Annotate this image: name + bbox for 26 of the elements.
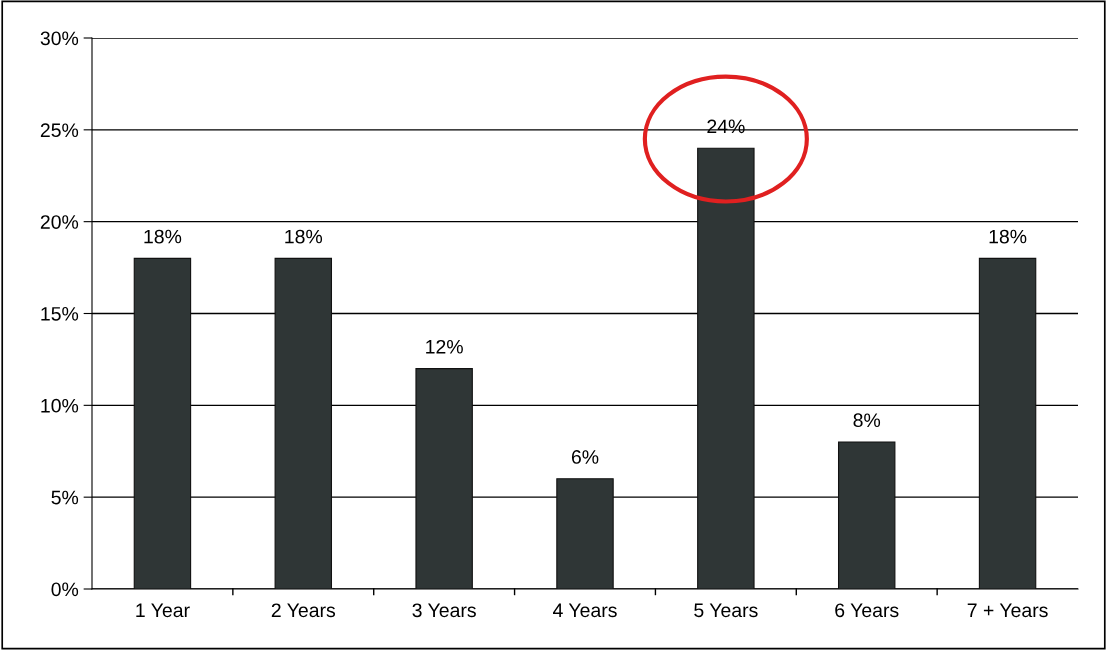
data-label: 18% [144, 229, 182, 244]
x-tick-label: 5 Years [694, 603, 758, 618]
data-label: 12% [426, 339, 463, 354]
x-tick-label: 6 Years [835, 603, 899, 618]
x-tick-label: 7 + Years [967, 603, 1048, 618]
y-tick-label: 0% [51, 582, 79, 597]
data-label: 8% [853, 413, 881, 428]
bar [837, 441, 896, 589]
y-tick-label: 20% [40, 215, 79, 229]
bar [133, 257, 192, 589]
bar [556, 478, 614, 589]
bar [415, 368, 473, 589]
x-tick-label: 4 Years [553, 603, 617, 618]
data-label: 18% [285, 229, 323, 244]
y-tick-label: 10% [41, 398, 79, 413]
y-tick-label: 5% [51, 490, 79, 505]
x-tick-label: 1 Year [136, 603, 190, 618]
y-tick-label: 25% [40, 123, 79, 138]
data-label: 6% [571, 450, 599, 464]
y-tick-label: 15% [41, 307, 79, 321]
x-tick-label: 3 Years [412, 603, 476, 618]
x-tick-label: 2 Years [271, 603, 336, 618]
y-tick-label: 30% [40, 31, 79, 46]
bar [978, 257, 1037, 589]
data-label: 18% [989, 229, 1027, 244]
bar [274, 257, 333, 589]
